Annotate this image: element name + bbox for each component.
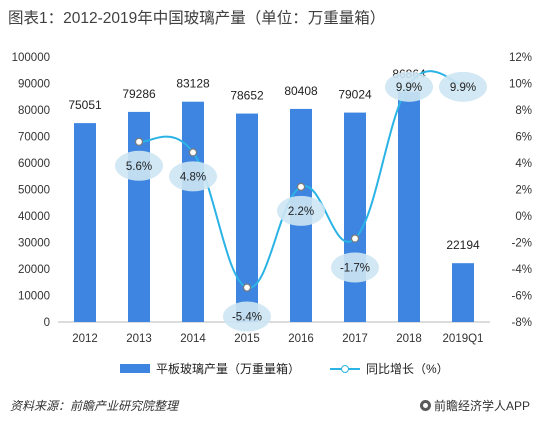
x-tick-label: 2016 (288, 333, 314, 345)
brand-label: 前瞻经济学人APP (433, 399, 530, 413)
growth-value-label: -1.7% (340, 263, 370, 275)
chart-title: 图表1：2012-2019年中国玻璃产量（单位：万重量箱） (8, 10, 386, 27)
growth-point (242, 283, 252, 292)
y-left-tick-label: 80000 (18, 105, 50, 117)
y-left-tick-label: 30000 (18, 238, 50, 250)
y-right-tick-label: -6% (512, 291, 532, 303)
growth-point (350, 234, 360, 243)
x-tick-label: 2015 (234, 333, 260, 345)
legend-bar-swatch (120, 364, 150, 373)
bar (398, 91, 420, 323)
y-left-tick-label: 10000 (18, 291, 50, 303)
bar (182, 101, 204, 322)
growth-value-label: 9.9% (396, 82, 422, 94)
bar-value-label: 22194 (446, 238, 480, 252)
bar-value-label: 75051 (68, 98, 102, 112)
y-right-tick-label: 0% (515, 211, 532, 223)
y-left-tick-label: 70000 (18, 132, 50, 144)
brand-logo-icon (419, 400, 431, 411)
bar-value-label: 83128 (176, 77, 210, 91)
y-left-tick-label: 0 (44, 317, 50, 329)
growth-point (296, 182, 306, 191)
y-left-tick-label: 50000 (18, 185, 50, 197)
y-left-tick-label: 40000 (18, 211, 50, 223)
growth-label-bubble (277, 195, 325, 226)
bar-value-label: 78652 (230, 89, 264, 103)
growth-value-label: 5.6% (126, 161, 152, 173)
legend-line-swatch (330, 364, 361, 374)
y-right-tick-label: 4% (515, 158, 532, 170)
x-tick-label: 2012 (72, 333, 98, 345)
growth-value-label: -5.4% (232, 312, 262, 324)
bar-value-label: 80408 (284, 84, 318, 98)
growth-label-bubble (169, 161, 217, 192)
growth-label-bubble (385, 71, 433, 102)
growth-label-bubble (331, 252, 379, 283)
y-left-tick-label: 60000 (18, 158, 50, 170)
y-left-tick-label: 90000 (18, 79, 50, 91)
growth-labels: 5.6% 4.8% -5.4% 2.2% -1.7% 9.9% 9.9% (115, 71, 487, 332)
x-tick-label: 2018 (396, 333, 422, 345)
bar (344, 112, 366, 323)
bar-value-label: 79286 (122, 87, 156, 101)
y-right-tick-label: 8% (515, 105, 532, 117)
y-left-tick-label: 100000 (12, 52, 50, 64)
y-right-tick-label: 6% (515, 132, 532, 144)
legend-line-label: 同比增长（%） (366, 362, 449, 376)
y-right-tick-label: -4% (512, 264, 532, 276)
growth-label-bubble (223, 301, 271, 332)
brand: 前瞻经济学人APP (419, 397, 530, 414)
growth-point (188, 148, 198, 157)
growth-label-bubble (439, 71, 487, 102)
growth-label-bubble (115, 150, 163, 181)
x-tick-label: 2019Q1 (443, 333, 484, 345)
bar (74, 123, 96, 322)
y-right-tick-label: 10% (509, 79, 532, 91)
x-tick-label: 2014 (180, 333, 206, 345)
x-tick-label: 2017 (342, 333, 368, 345)
legend: 平板玻璃产量（万重量箱） 同比增长（%） (120, 360, 449, 377)
growth-value-label: 2.2% (288, 206, 314, 218)
y-right-tick-label: -2% (512, 238, 532, 250)
y-right-tick-label: 2% (515, 185, 532, 197)
axes: 0 10000 20000 30000 40000 50000 60000 70000 8000… (12, 52, 532, 329)
y-right-tick-label: 12% (509, 52, 532, 64)
x-axis-ticks: 2012 2013 2014 2015 2016 2017 2018 2019Q1 (72, 333, 483, 345)
bar (236, 113, 258, 322)
bar (452, 263, 474, 322)
growth-point (134, 137, 144, 146)
bar-value-label: 79024 (338, 88, 372, 102)
source-note: 资料来源：前瞻产业研究院整理 (10, 399, 179, 413)
growth-value-label: 4.8% (180, 171, 206, 183)
legend-bar-label: 平板玻璃产量（万重量箱） (156, 362, 301, 376)
bar-value-labels: 7505179286831287865280408790248686422194 (68, 67, 480, 252)
y-right-tick-label: -8% (512, 317, 532, 329)
growth-value-label: 9.9% (450, 82, 476, 94)
bar-series (74, 91, 474, 323)
y-left-tick-label: 20000 (18, 264, 50, 276)
x-tick-label: 2013 (126, 333, 152, 345)
